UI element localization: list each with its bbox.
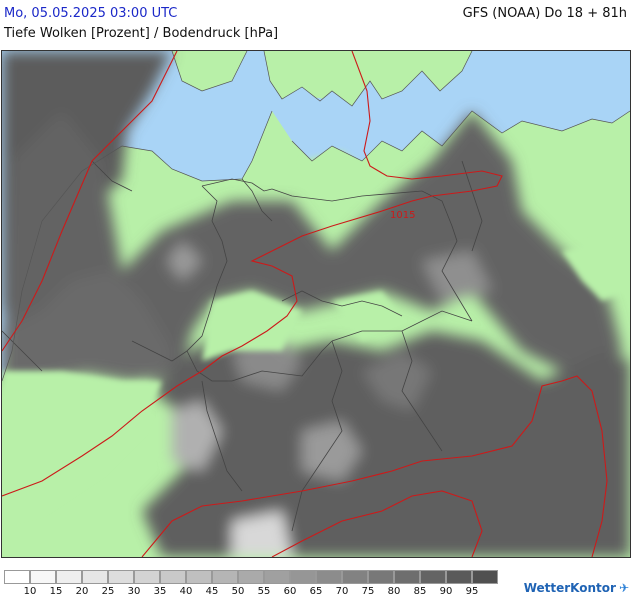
legend-tick-label: 30 [127,586,141,597]
brand-name: WetterKontor [523,581,616,595]
legend-tick-label: 20 [75,586,89,597]
legend-swatch [4,570,30,584]
baltic-inlet [347,118,382,150]
legend-tick-label: 40 [179,586,193,597]
legend-swatch [472,570,498,584]
legend-swatch [316,570,342,584]
legend-swatch [82,570,108,584]
forecast-datetime: Mo, 05.05.2025 03:00 UTC [4,6,178,21]
legend-tick-label: 60 [283,586,297,597]
weather-map-canvas: 1015 [2,51,630,557]
legend-tick-label: 75 [361,586,375,597]
map-subtitle: Tiefe Wolken [Prozent] / Bodendruck [hPa… [4,26,279,41]
legend-tick-label: 65 [309,586,323,597]
legend-swatch [264,570,290,584]
cloud-cover-legend: 10 15 20 25 30 35 40 45 50 55 60 65 70 75 80 85 90 95 [4,570,504,600]
legend-tick-label: 15 [49,586,63,597]
legend-swatch [290,570,316,584]
legend-tick-label: 95 [465,586,479,597]
scandinavia-land [264,51,472,106]
legend-swatch [368,570,394,584]
legend-tick-label: 25 [101,586,115,597]
legend-tick-label: 85 [413,586,427,597]
legend-swatch [56,570,82,584]
legend-swatch [394,570,420,584]
legend-swatch [342,570,368,584]
legend-tick-label: 80 [387,586,401,597]
legend-tick-label: 50 [231,586,245,597]
model-run-label: GFS (NOAA) Do 18 + 81h [462,6,627,21]
legend-tick-label: 45 [205,586,219,597]
legend-tick-label: 10 [23,586,37,597]
legend-swatch [108,570,134,584]
legend-swatch [238,570,264,584]
norway-land [172,51,247,91]
wetterkontor-logo[interactable]: WetterKontor ✈ [524,581,629,595]
legend-swatch [30,570,56,584]
legend-swatch [134,570,160,584]
isobar-label: 1015 [390,210,415,221]
legend-swatch [420,570,446,584]
coastlines [2,51,630,382]
legend-swatch [212,570,238,584]
legend-tick-label: 90 [439,586,453,597]
danish-straits [302,97,346,141]
legend-swatch [160,570,186,584]
weather-map[interactable]: 1015 [1,50,631,558]
legend-tick-label: 70 [335,586,349,597]
wetterkontor-logo-icon: ✈ [618,581,629,595]
legend-swatch [186,570,212,584]
legend-tick-label: 55 [257,586,271,597]
cloud-cover-layer [2,51,630,557]
legend-tick-label: 35 [153,586,167,597]
isobars [2,51,608,557]
clear-sky-patches [2,151,630,521]
legend-swatch [446,570,472,584]
